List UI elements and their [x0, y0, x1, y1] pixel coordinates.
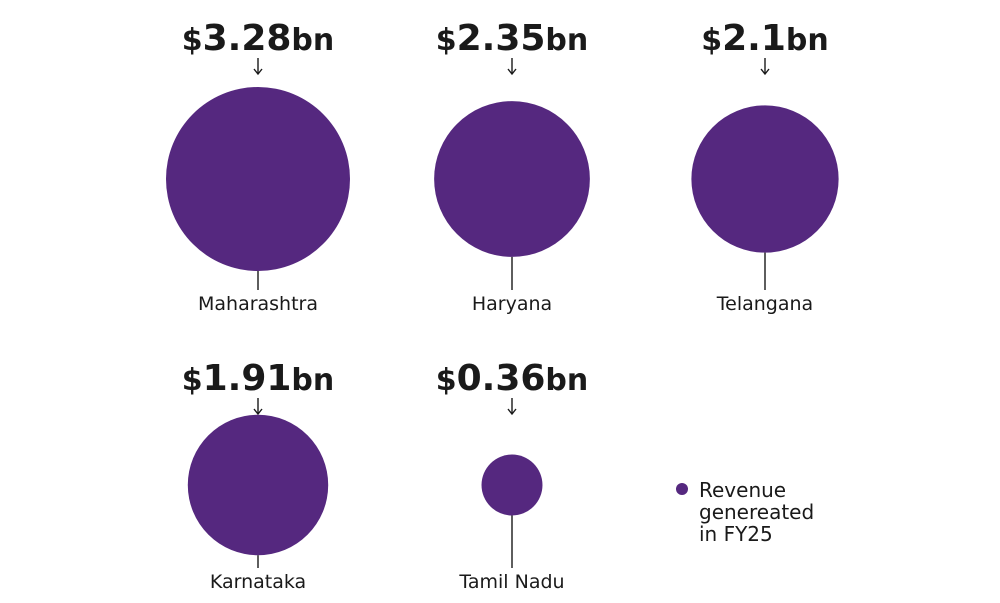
legend-marker: [676, 483, 688, 495]
value-label-karnataka: $1.91bn: [182, 358, 335, 399]
value-number: 2.1: [722, 18, 786, 59]
legend-label-line-2: genereated: [699, 500, 814, 524]
value-prefix: $: [436, 363, 457, 398]
bubble-group-telangana: $2.1bn Telangana: [691, 18, 839, 315]
state-label-haryana: Haryana: [472, 293, 552, 315]
arrow-head-haryana: [507, 68, 517, 76]
arrow-head-maharashtra: [253, 68, 263, 76]
value-prefix: $: [182, 363, 203, 398]
state-label-maharashtra: Maharashtra: [198, 293, 318, 315]
arrow-head-karnataka: [253, 408, 263, 416]
value-label-telangana: $2.1bn: [701, 18, 829, 59]
value-number: 2.35: [457, 18, 546, 59]
bubble-karnataka: [187, 414, 329, 556]
state-label-telangana: Telangana: [716, 293, 813, 315]
value-suffix: bn: [786, 23, 829, 58]
legend: Revenue genereated in FY25: [676, 478, 821, 546]
value-number: 3.28: [203, 18, 292, 59]
bubble-haryana: [434, 101, 590, 257]
bubble-group-karnataka: $1.91bn Karnataka: [182, 358, 335, 593]
state-label-tamil-nadu: Tamil Nadu: [458, 571, 564, 593]
value-number: 1.91: [203, 358, 292, 399]
arrow-head-tamil-nadu: [507, 408, 517, 416]
value-suffix: bn: [545, 23, 588, 58]
arrow-head-telangana: [760, 68, 770, 76]
value-suffix: bn: [291, 23, 334, 58]
value-prefix: $: [701, 23, 722, 58]
legend-label: Revenue genereated in FY25: [699, 478, 821, 546]
bubble-tamil-nadu: [481, 454, 543, 516]
value-prefix: $: [182, 23, 203, 58]
value-suffix: bn: [291, 363, 334, 398]
value-label-haryana: $2.35bn: [436, 18, 589, 59]
value-prefix: $: [436, 23, 457, 58]
legend-label-line-1: Revenue: [699, 478, 786, 502]
value-label-maharashtra: $3.28bn: [182, 18, 335, 59]
state-label-karnataka: Karnataka: [210, 571, 306, 593]
value-suffix: bn: [545, 363, 588, 398]
bubble-maharashtra: [166, 87, 350, 271]
bubble-group-tamil-nadu: $0.36bn Tamil Nadu: [436, 358, 589, 593]
bubbles-layer: $3.28bnMaharashtra$2.35bnHaryana$2.1bnTe…: [166, 18, 839, 593]
value-number: 0.36: [457, 358, 546, 399]
value-label-tamil-nadu: $0.36bn: [436, 358, 589, 399]
bubble-group-haryana: $2.35bn Haryana: [434, 18, 590, 315]
legend-label-line-3: in FY25: [699, 522, 773, 546]
bubble-group-maharashtra: $3.28bn Maharashtra: [166, 18, 350, 315]
bubble-telangana: [691, 105, 839, 253]
